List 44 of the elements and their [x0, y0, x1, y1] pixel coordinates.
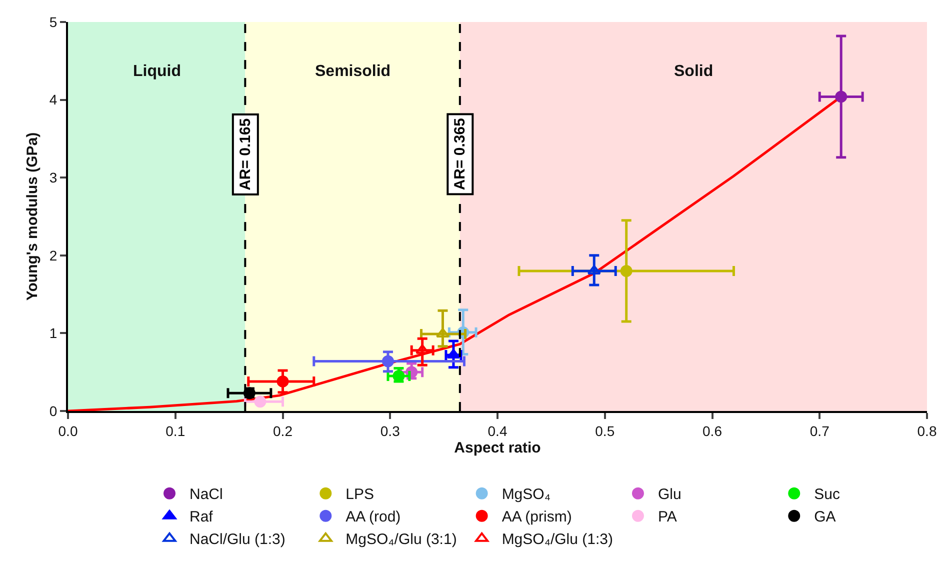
x-tick-label: 0.4	[488, 422, 508, 439]
legend-label: MgSO₄	[502, 486, 550, 504]
legend-label: AA (prism)	[502, 508, 572, 526]
point	[416, 344, 430, 354]
point	[835, 90, 848, 103]
y-tick-label: 5	[49, 14, 58, 30]
x-tick-label: 0.6	[702, 422, 722, 439]
x-tick-label: 0.3	[380, 422, 400, 439]
y-tick-label: 4	[49, 92, 58, 108]
legend-label: PA	[658, 508, 677, 526]
point	[620, 264, 632, 277]
band-label: Solid	[674, 63, 714, 80]
legend-label: Suc	[814, 486, 840, 504]
x-tick-label: 0.0	[58, 422, 78, 439]
point	[254, 396, 266, 408]
ref-line-label: AR= 0.165	[236, 118, 254, 190]
legend-label: NaCl	[190, 486, 223, 504]
point	[392, 370, 405, 382]
legend-label: AA (rod)	[346, 508, 401, 526]
legend-label: NaCl/Glu (1:3)	[190, 531, 286, 548]
y-tick-label: 3	[49, 170, 58, 186]
legend-label: Raf	[190, 508, 214, 526]
x-tick-label: 0.2	[273, 422, 293, 439]
point	[382, 355, 394, 368]
y-tick-label: 0	[49, 402, 58, 419]
legend-label: MgSO₄/Glu (1:3)	[502, 531, 613, 548]
band-label: Semisolid	[315, 63, 391, 80]
y-axis-title: Young's modulus (GPa)	[24, 132, 42, 301]
point	[587, 264, 601, 274]
band-label: Liquid	[133, 63, 181, 80]
x-tick-label: 0.5	[595, 422, 615, 439]
point	[446, 348, 460, 358]
x-tick-label: 0.8	[917, 422, 937, 439]
x-axis-title: Aspect ratio	[454, 439, 541, 456]
legend-label: LPS	[346, 486, 374, 504]
legend-label: GA	[814, 508, 836, 526]
legend-label: Glu	[658, 486, 682, 504]
y-tick-label: 1	[49, 325, 58, 342]
point	[276, 375, 289, 388]
x-tick-label: 0.1	[166, 422, 186, 439]
ref-line-label: AR= 0.365	[452, 118, 469, 190]
y-tick-label: 2	[49, 247, 58, 264]
x-tick-label: 0.7	[810, 422, 830, 439]
legend-label: MgSO₄/Glu (3:1)	[346, 531, 457, 548]
